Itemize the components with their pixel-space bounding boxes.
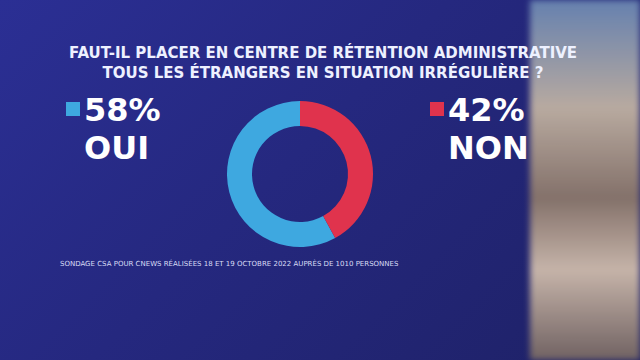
svg-text:42%: 42% <box>448 91 525 129</box>
svg-text:SONDAGE CSA POUR CNEWS RÉALISÉ: SONDAGE CSA POUR CNEWS RÉALISÉES 18 ET 1… <box>60 259 399 268</box>
svg-text:NON: NON <box>448 129 529 167</box>
svg-text:OUI: OUI <box>84 129 149 167</box>
svg-text:58%: 58% <box>84 91 161 129</box>
svg-text:FAUT-IL PLACER EN CENTRE DE RÉ: FAUT-IL PLACER EN CENTRE DE RÉTENTION AD… <box>69 43 577 62</box>
svg-text:TOUS LES ÉTRANGERS EN SITUATIO: TOUS LES ÉTRANGERS EN SITUATION IRRÉGULI… <box>102 63 543 82</box>
